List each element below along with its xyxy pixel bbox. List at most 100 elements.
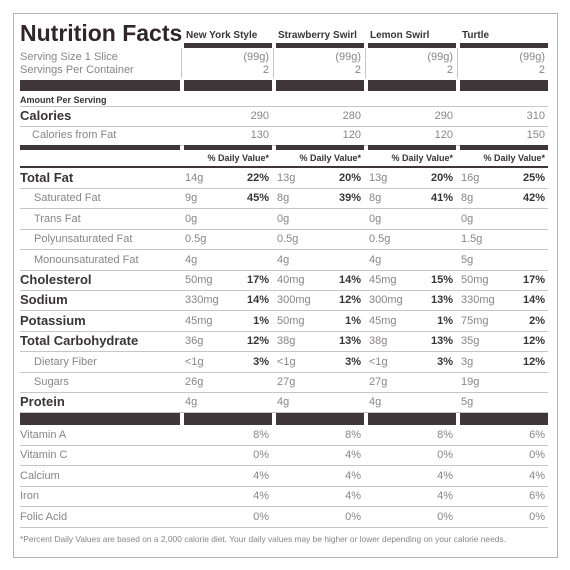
daily-value: 1% — [345, 314, 361, 327]
daily-value: 42% — [522, 192, 545, 205]
value: 6% — [529, 429, 545, 441]
value: 8% — [345, 429, 361, 441]
bar — [460, 145, 548, 150]
daily-value: 41% — [430, 192, 453, 205]
value: 4% — [253, 469, 269, 482]
amount: 13g — [277, 172, 296, 184]
amount: 4g — [369, 396, 382, 409]
value: 0% — [529, 449, 545, 462]
amount: 330mg — [461, 294, 495, 307]
column-title: Turtle — [462, 30, 490, 41]
daily-value: 1% — [253, 314, 269, 327]
daily-value: 12% — [522, 335, 545, 348]
amount: 8g — [461, 192, 474, 205]
daily-value: 14% — [338, 274, 361, 286]
row-label: Total Carbohydrate — [20, 333, 139, 349]
amount: 8g — [369, 192, 382, 205]
row-label: Saturated Fat — [34, 192, 101, 205]
value: (99g) — [243, 51, 269, 63]
row-label: Iron — [20, 490, 39, 503]
rule — [20, 351, 548, 353]
amount: 300mg — [369, 294, 403, 307]
rule — [20, 445, 548, 446]
row-label: Sugars — [34, 376, 69, 388]
bar — [276, 413, 364, 425]
daily-value: 17% — [246, 274, 269, 286]
rule — [20, 126, 548, 127]
daily-value: 17% — [522, 274, 545, 286]
bar — [368, 80, 456, 91]
value: 6% — [529, 490, 545, 503]
amount: 0g — [369, 212, 382, 225]
amount: 75mg — [461, 314, 489, 327]
amount: 16g — [461, 172, 480, 184]
value: 0% — [253, 449, 269, 462]
amount: 50mg — [461, 274, 489, 286]
daily-value: 14% — [522, 294, 545, 307]
column-title: Lemon Swirl — [370, 30, 430, 41]
amount: 26g — [185, 376, 204, 388]
amount: 0g — [277, 212, 290, 225]
rule — [20, 188, 548, 189]
bar — [276, 43, 364, 48]
row-label: Sodium — [20, 292, 68, 308]
rule — [20, 249, 548, 251]
value: 2 — [446, 64, 453, 76]
bar — [184, 80, 272, 91]
daily-value: 13% — [338, 335, 361, 348]
daily-value: 13% — [430, 335, 453, 348]
section-label: Amount Per Serving — [20, 95, 107, 105]
bar — [184, 145, 272, 150]
value: 2 — [538, 64, 545, 76]
amount: 27g — [277, 376, 296, 388]
bar — [20, 145, 180, 150]
row-label: Monounsaturated Fat — [34, 253, 139, 266]
bar — [460, 80, 548, 91]
rule — [20, 290, 548, 291]
row-label: Dietary Fiber — [34, 355, 97, 368]
amount: 0.5g — [277, 233, 299, 246]
amount: 0.5g — [369, 233, 391, 246]
amount: 19g — [461, 376, 480, 388]
divider — [457, 48, 458, 78]
amount: 50mg — [185, 274, 213, 286]
bar — [368, 145, 456, 150]
daily-value: 22% — [246, 172, 269, 184]
value: (99g) — [519, 51, 545, 63]
dv-header: % Daily Value* — [483, 153, 545, 163]
daily-value: 12% — [338, 294, 361, 307]
amount: 5g — [461, 396, 474, 409]
amount: 0g — [461, 212, 474, 225]
rule — [20, 166, 548, 168]
dv-header: % Daily Value* — [299, 153, 361, 163]
daily-value: 14% — [246, 294, 269, 307]
daily-value: 3% — [437, 355, 453, 368]
amount: 38g — [277, 335, 296, 348]
amount: 14g — [185, 172, 204, 184]
daily-value: 15% — [430, 274, 453, 286]
value: 8% — [253, 429, 269, 441]
bar — [184, 413, 272, 425]
daily-value: 12% — [246, 335, 269, 348]
bar — [368, 413, 456, 425]
daily-value: 25% — [522, 172, 545, 184]
amount: 4g — [369, 253, 382, 266]
amount: 4g — [185, 396, 198, 409]
column-title: New York Style — [186, 30, 258, 41]
frame — [13, 13, 558, 558]
rule — [20, 208, 548, 210]
value: (99g) — [427, 51, 453, 63]
amount: 8g — [277, 192, 290, 205]
daily-value: 2% — [529, 314, 545, 327]
value: 120 — [434, 129, 453, 141]
row-label: Calcium — [20, 469, 60, 482]
amount: 4g — [277, 253, 290, 266]
row-label: Vitamin A — [20, 429, 67, 441]
amount: 40mg — [277, 274, 305, 286]
value: 8% — [437, 429, 453, 441]
value: 310 — [526, 110, 545, 122]
row-label: Polyunsaturated Fat — [34, 233, 133, 246]
amount: 13g — [369, 172, 388, 184]
amount: 4g — [277, 396, 290, 409]
value: (99g) — [335, 51, 361, 63]
